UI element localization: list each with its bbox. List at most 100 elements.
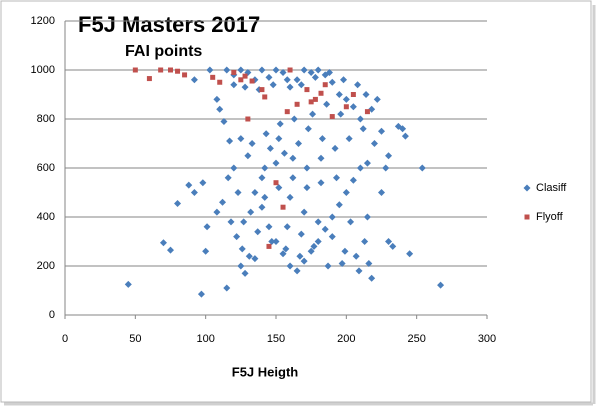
point	[132, 67, 138, 73]
point	[199, 179, 207, 187]
point	[406, 250, 414, 258]
point	[345, 135, 353, 143]
point	[159, 239, 167, 247]
point	[309, 110, 317, 118]
point	[347, 218, 355, 226]
point	[261, 193, 269, 201]
point	[244, 152, 252, 160]
point	[308, 99, 314, 105]
x-tick-label: 0	[62, 333, 68, 345]
point	[276, 120, 284, 128]
point	[342, 95, 350, 103]
point	[251, 255, 259, 263]
point	[266, 144, 274, 152]
y-tick-label: 1000	[31, 64, 55, 76]
point	[331, 144, 339, 152]
point	[245, 252, 253, 260]
point	[167, 246, 174, 254]
point	[355, 267, 363, 275]
point	[317, 154, 325, 162]
point	[213, 208, 221, 216]
point	[237, 66, 245, 74]
chart-title: F5J Masters 2017	[78, 12, 260, 37]
point	[322, 82, 328, 88]
point	[356, 164, 364, 172]
point	[269, 81, 277, 89]
point	[342, 189, 350, 196]
point	[280, 149, 288, 157]
point	[261, 164, 269, 172]
point	[364, 109, 370, 115]
point	[363, 213, 371, 221]
point	[283, 76, 291, 84]
point	[304, 87, 310, 93]
point	[300, 66, 308, 74]
point	[226, 137, 234, 145]
y-tick-label: 400	[37, 211, 55, 223]
point	[329, 114, 335, 120]
point	[219, 198, 227, 206]
point	[233, 233, 241, 241]
point	[293, 76, 301, 84]
point	[262, 130, 270, 138]
point	[296, 252, 304, 260]
point	[190, 189, 198, 196]
point	[304, 125, 312, 133]
point	[359, 125, 367, 133]
point	[382, 164, 390, 172]
point	[314, 238, 322, 245]
point	[272, 159, 280, 167]
point	[314, 66, 322, 74]
point	[294, 101, 300, 107]
point	[289, 174, 297, 182]
point	[217, 79, 223, 85]
point	[394, 122, 402, 130]
point	[297, 81, 305, 89]
point	[389, 242, 397, 250]
x-tick-label: 50	[129, 333, 141, 345]
point	[284, 109, 290, 115]
point	[385, 238, 393, 245]
point	[287, 67, 293, 73]
point	[182, 72, 188, 78]
point	[275, 135, 283, 143]
point	[158, 67, 164, 73]
point	[227, 218, 235, 226]
point	[247, 208, 255, 216]
point	[297, 230, 305, 238]
point	[241, 83, 249, 91]
point	[231, 69, 237, 75]
point	[237, 262, 245, 270]
point	[401, 132, 409, 140]
point	[216, 105, 224, 113]
point	[220, 117, 228, 125]
point	[230, 164, 238, 172]
point	[272, 66, 280, 74]
point	[266, 243, 272, 249]
point	[230, 81, 238, 89]
x-tick-label: 100	[196, 333, 214, 345]
y-tick-label: 600	[37, 162, 55, 174]
point	[273, 180, 279, 186]
point	[254, 228, 262, 236]
point	[265, 73, 273, 81]
point	[175, 68, 181, 74]
point	[202, 247, 210, 255]
point	[318, 135, 326, 143]
point	[280, 204, 286, 210]
point	[203, 223, 211, 231]
y-tick-label: 1200	[31, 15, 55, 27]
x-tick-label: 300	[478, 333, 496, 345]
point	[307, 247, 315, 255]
point	[279, 250, 287, 258]
point	[354, 81, 362, 89]
point	[325, 68, 333, 76]
point	[341, 247, 349, 255]
y-tick-label: 0	[49, 309, 55, 321]
point	[317, 179, 325, 187]
point	[206, 66, 214, 74]
point	[303, 164, 311, 172]
point	[385, 152, 393, 160]
point	[282, 245, 290, 253]
point	[242, 73, 248, 79]
